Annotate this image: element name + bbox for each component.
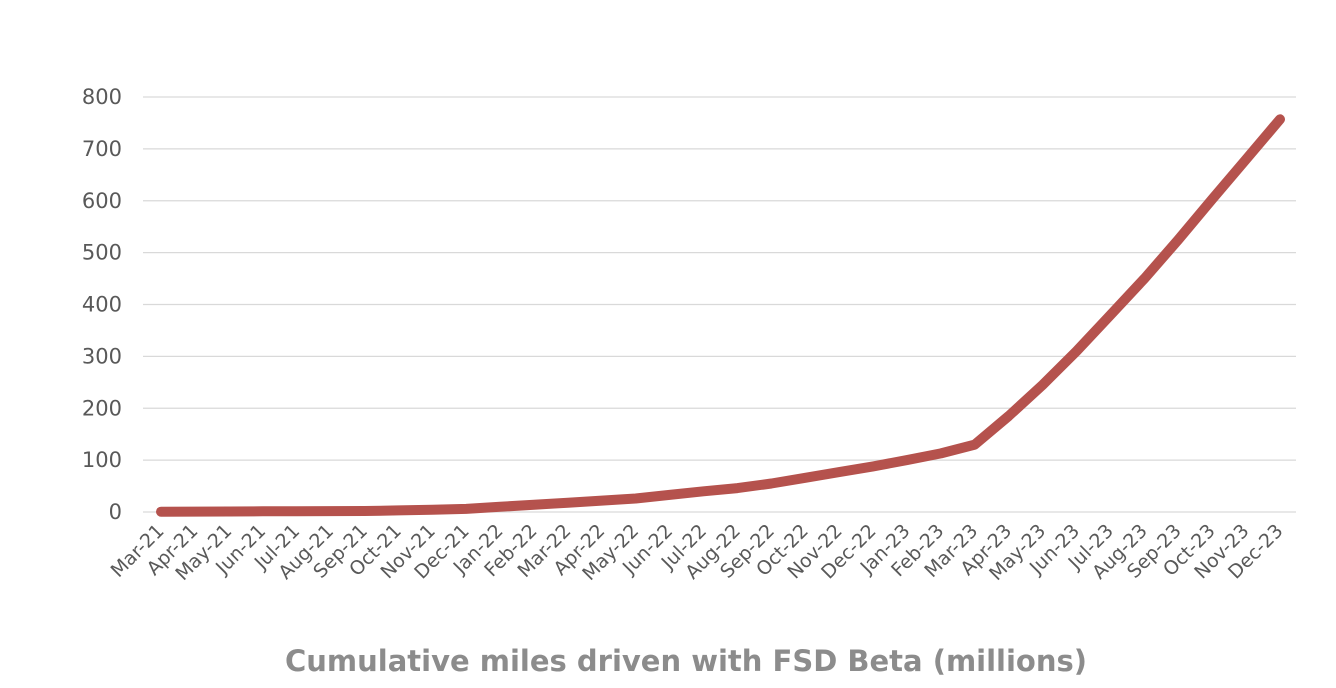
y-tick-label: 100 xyxy=(82,448,122,472)
data-point-mar-22 xyxy=(566,501,569,504)
data-point-feb-22 xyxy=(533,503,535,506)
data-point-dec-21 xyxy=(465,507,468,510)
data-point-oct-21 xyxy=(397,509,400,512)
data-point-sep-21 xyxy=(363,509,366,512)
data-point-aug-21 xyxy=(329,510,332,513)
data-point-jan-22 xyxy=(499,505,502,508)
series-line xyxy=(156,114,1285,517)
series xyxy=(156,114,1285,517)
data-point-mar-23 xyxy=(973,443,976,446)
data-point-jul-23 xyxy=(1109,313,1112,316)
data-point-feb-23 xyxy=(939,452,942,455)
data-point-apr-23 xyxy=(1007,415,1010,418)
data-point-may-23 xyxy=(1041,383,1044,386)
x-axis: Mar-21Apr-21May-21Jun-21Jul-21Aug-21Sep-… xyxy=(107,520,1288,585)
chart-title: Cumulative miles driven with FSD Beta (m… xyxy=(285,644,1087,678)
data-point-sep-22 xyxy=(770,482,773,485)
data-point-apr-22 xyxy=(600,499,603,502)
data-point-jun-22 xyxy=(668,493,671,496)
data-point-oct-22 xyxy=(804,476,807,479)
y-tick-label: 700 xyxy=(82,137,122,161)
data-point-jun-23 xyxy=(1075,350,1078,353)
y-tick-label: 800 xyxy=(82,85,122,109)
data-point-jan-23 xyxy=(906,459,908,462)
y-tick-label: 500 xyxy=(82,241,122,265)
data-point-sep-23 xyxy=(1177,238,1180,241)
y-tick-label: 200 xyxy=(82,396,122,420)
data-point-nov-23 xyxy=(1245,158,1248,161)
data-point-jun-21 xyxy=(261,510,264,513)
y-tick-label: 0 xyxy=(109,500,122,524)
data-point-may-22 xyxy=(634,497,637,500)
data-point-dec-22 xyxy=(872,465,875,468)
data-point-mar-21 xyxy=(160,510,162,513)
data-point-may-21 xyxy=(227,510,230,513)
y-tick-label: 400 xyxy=(82,293,122,317)
data-point-apr-21 xyxy=(193,510,196,513)
y-axis: 0 100 200 300 400 500 600 700 800 xyxy=(82,85,122,524)
grid xyxy=(143,96,1296,513)
y-tick-label: 300 xyxy=(82,344,122,368)
data-point-dec-23 xyxy=(1279,118,1281,121)
data-point-nov-21 xyxy=(431,508,434,511)
data-point-aug-22 xyxy=(736,487,739,490)
data-point-aug-23 xyxy=(1143,277,1146,280)
data-point-jul-22 xyxy=(702,490,705,493)
data-point-nov-22 xyxy=(838,471,841,474)
data-point-jul-21 xyxy=(295,510,298,513)
y-tick-label: 600 xyxy=(82,189,122,213)
data-point-oct-23 xyxy=(1211,198,1214,201)
